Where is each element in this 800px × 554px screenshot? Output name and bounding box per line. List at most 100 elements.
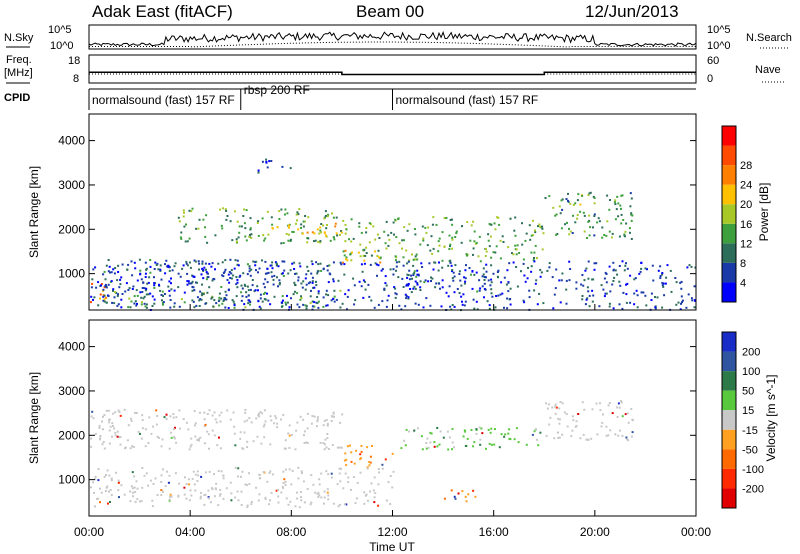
data-cell bbox=[319, 229, 322, 232]
y-tick-label: 3000 bbox=[58, 384, 85, 398]
data-cell bbox=[299, 265, 302, 268]
data-cell bbox=[447, 264, 450, 267]
data-cell bbox=[402, 286, 405, 288]
data-cell bbox=[362, 279, 365, 282]
data-cell bbox=[413, 285, 416, 288]
data-cell bbox=[487, 279, 490, 282]
data-cell bbox=[194, 489, 197, 492]
data-cell bbox=[366, 499, 369, 502]
data-cell bbox=[679, 308, 682, 311]
data-cell bbox=[284, 484, 287, 486]
data-cell bbox=[134, 267, 137, 270]
data-cell bbox=[566, 221, 568, 224]
data-cell bbox=[257, 414, 260, 417]
data-cell bbox=[629, 301, 632, 304]
data-cell bbox=[108, 418, 110, 421]
data-cell bbox=[243, 222, 246, 225]
data-cell bbox=[92, 268, 95, 271]
data-cell bbox=[368, 464, 371, 467]
data-cell bbox=[296, 497, 299, 500]
data-cell bbox=[477, 255, 480, 258]
data-cell bbox=[410, 291, 413, 294]
data-cell bbox=[158, 283, 160, 286]
data-cell bbox=[398, 304, 401, 307]
data-cell bbox=[546, 407, 549, 410]
data-cell bbox=[278, 218, 281, 220]
data-cell bbox=[464, 280, 467, 283]
data-cell bbox=[274, 415, 277, 418]
data-cell bbox=[681, 299, 684, 302]
data-cell bbox=[313, 286, 316, 289]
data-cell bbox=[129, 447, 132, 450]
data-cell bbox=[661, 284, 664, 287]
data-cell bbox=[484, 255, 487, 257]
data-cell bbox=[412, 273, 415, 276]
data-cell bbox=[140, 500, 143, 503]
data-cell bbox=[191, 207, 194, 210]
data-cell bbox=[133, 302, 136, 305]
data-cell bbox=[453, 305, 456, 308]
data-cell bbox=[417, 274, 420, 277]
data-cell bbox=[142, 297, 145, 300]
data-cell bbox=[304, 215, 307, 217]
data-cell bbox=[384, 282, 387, 285]
data-cell bbox=[180, 298, 183, 301]
data-cell bbox=[402, 264, 405, 267]
data-cell bbox=[333, 289, 336, 292]
data-cell bbox=[364, 288, 367, 291]
data-cell bbox=[395, 265, 398, 268]
data-cell bbox=[433, 261, 436, 264]
data-cell bbox=[332, 280, 335, 283]
data-cell bbox=[605, 434, 608, 437]
data-cell bbox=[372, 489, 375, 492]
colorbar-segment bbox=[722, 126, 736, 146]
data-cell bbox=[100, 284, 102, 287]
data-cell bbox=[507, 290, 510, 293]
data-cell bbox=[245, 295, 248, 298]
data-cell bbox=[549, 416, 552, 419]
data-cell bbox=[354, 299, 357, 302]
data-cell bbox=[237, 236, 240, 239]
data-cell bbox=[164, 263, 166, 266]
data-cell bbox=[411, 277, 413, 280]
data-cell bbox=[160, 494, 163, 497]
data-cell bbox=[453, 446, 455, 449]
data-cell bbox=[336, 446, 339, 449]
data-cell bbox=[263, 423, 266, 426]
data-cell bbox=[539, 268, 542, 271]
data-cell bbox=[679, 281, 682, 284]
data-cell bbox=[490, 278, 493, 281]
data-cell bbox=[197, 227, 200, 230]
data-cell bbox=[626, 412, 629, 415]
data-cell bbox=[277, 489, 280, 491]
data-cell bbox=[404, 305, 407, 308]
data-cell bbox=[156, 262, 159, 265]
data-cell bbox=[297, 276, 300, 279]
data-cell bbox=[264, 272, 267, 275]
data-cell bbox=[428, 262, 431, 265]
data-cell bbox=[415, 253, 418, 256]
data-cell bbox=[177, 216, 180, 219]
data-cell bbox=[289, 240, 292, 242]
data-cell bbox=[217, 504, 220, 507]
data-cell bbox=[612, 307, 615, 310]
data-cell bbox=[618, 265, 621, 267]
data-cell bbox=[102, 441, 105, 444]
data-cell bbox=[403, 226, 406, 229]
data-cell bbox=[117, 409, 120, 412]
data-cell bbox=[250, 233, 253, 236]
data-cell bbox=[141, 427, 144, 430]
data-cell bbox=[317, 491, 320, 494]
data-cell bbox=[607, 404, 610, 407]
data-cell bbox=[315, 280, 317, 283]
data-cell bbox=[244, 227, 247, 230]
data-cell bbox=[248, 472, 251, 475]
data-cell bbox=[451, 304, 454, 306]
data-cell bbox=[339, 289, 342, 292]
data-cell bbox=[513, 229, 516, 232]
data-cell bbox=[413, 272, 416, 275]
data-cell bbox=[214, 487, 217, 490]
data-cell bbox=[362, 296, 365, 299]
data-cell bbox=[280, 242, 283, 245]
